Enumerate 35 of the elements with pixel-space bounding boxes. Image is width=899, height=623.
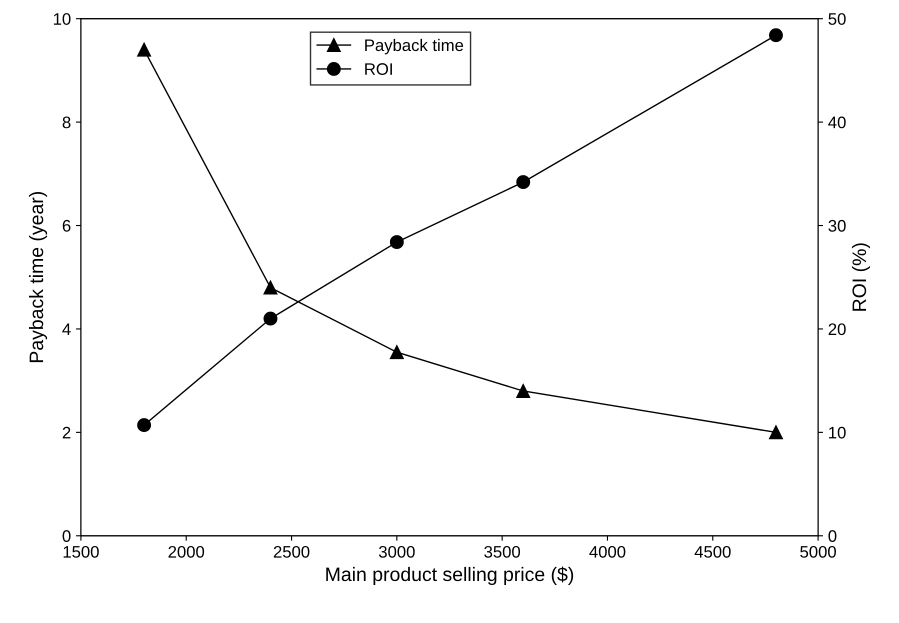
- point: [137, 418, 152, 432]
- y-axis-title: Payback time (year): [28, 192, 48, 362]
- legend-label: Payback time: [365, 38, 464, 54]
- point: [137, 42, 152, 57]
- y2-tick-label: 20: [828, 323, 846, 336]
- x-tick-label: 5000: [800, 546, 836, 558]
- x-tick-label: 4500: [694, 546, 731, 558]
- point: [264, 312, 278, 326]
- x-tick-label: 1500: [64, 546, 99, 558]
- point: [264, 280, 278, 295]
- x-tick-label: 3000: [378, 546, 415, 558]
- x-tick-label: 3500: [484, 546, 520, 558]
- x-axis-title: Main product selling price ($): [326, 566, 574, 586]
- y-tick-label: 8: [62, 116, 70, 128]
- point: [769, 425, 783, 440]
- point: [769, 28, 783, 42]
- y-tick-label: 6: [62, 220, 70, 232]
- y-tick-label: 2: [62, 426, 70, 438]
- y2-tick-label: 50: [828, 13, 846, 25]
- y2-tick-label: 40: [828, 116, 846, 128]
- x-tick-label: 2000: [168, 546, 204, 558]
- y2-tick-label: 10: [829, 426, 846, 439]
- point: [390, 235, 404, 250]
- legend-label: ROI: [365, 63, 392, 75]
- y2-tick-label: 30: [828, 220, 846, 232]
- y2-tick-label: 0: [828, 530, 836, 542]
- y2-axis-title: ROI (%): [852, 243, 870, 311]
- y-tick-label: 10: [54, 13, 71, 25]
- y-tick-label: 0: [62, 530, 71, 542]
- x-tick-label: 4000: [589, 546, 626, 558]
- point: [390, 345, 404, 360]
- point: [516, 175, 530, 190]
- point: [516, 384, 530, 398]
- y-tick-label: 4: [62, 324, 71, 335]
- x-tick-label: 2500: [274, 546, 310, 558]
